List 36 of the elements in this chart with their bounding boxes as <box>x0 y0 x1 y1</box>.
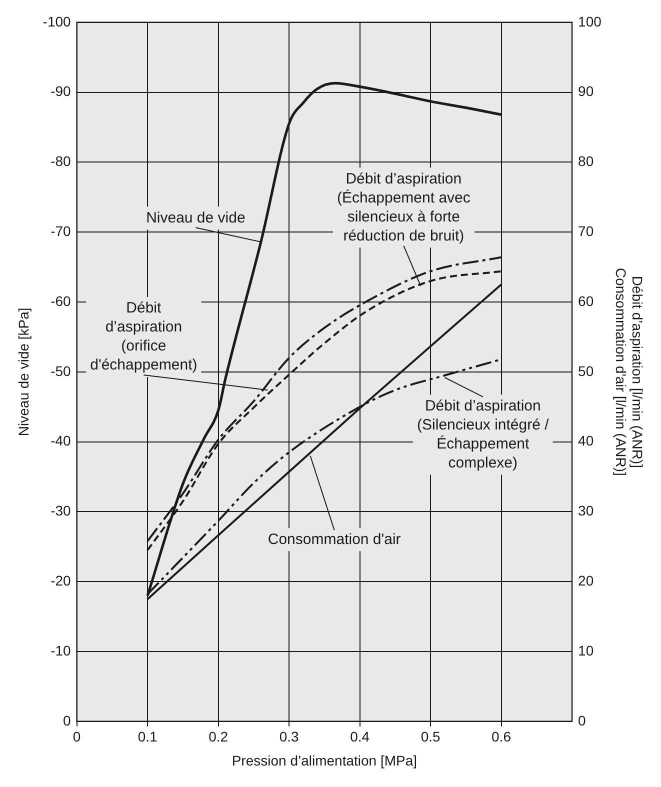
y-tick-label: -90 <box>50 83 72 100</box>
x-tick-label: 0.5 <box>420 728 440 745</box>
y2-tick-label: 100 <box>578 13 602 30</box>
y-tick-label: -100 <box>42 13 72 30</box>
y-tick-label: -80 <box>50 153 72 170</box>
y-tick-label: 0 <box>63 712 72 728</box>
y2-tick-label: 30 <box>578 502 594 519</box>
x-tick-label: 0.3 <box>279 728 299 745</box>
y2-tick-label: 80 <box>578 153 594 170</box>
annotation: Niveau de vide <box>146 209 246 226</box>
x-tick-label: 0.1 <box>138 728 158 745</box>
y-tick-label: -30 <box>50 502 72 519</box>
x-tick-label: 0.6 <box>492 728 512 745</box>
x-axis-title: Pression d’alimentation [MPa] <box>232 752 418 768</box>
annotation: Débit d’aspiration (Échappement avec silencieux à forte réduction de bruit) <box>336 170 471 244</box>
y2-tick-label: 20 <box>578 572 594 588</box>
y2-axis-title: Débit d’aspiration [l/min (ANR)] Consommation d'air [l/min (ANR)] <box>612 268 646 476</box>
annotation: Consommation d'air <box>268 530 401 548</box>
y2-tick-label: 0 <box>578 712 586 728</box>
y-tick-label: -70 <box>50 222 72 239</box>
x-tick-label: 0.4 <box>350 728 370 745</box>
y-tick-label: -20 <box>50 572 72 588</box>
y2-tick-label: 90 <box>578 83 594 100</box>
annotation: Débit d’aspiration (orifice d'échappement) <box>90 300 198 374</box>
y2-tick-label: 70 <box>578 222 594 239</box>
annotation: Débit d’aspiration (Silencieux intégré / Échappement complexe) <box>417 397 550 472</box>
y-tick-label: -50 <box>50 362 72 379</box>
y-tick-label: -60 <box>50 292 72 309</box>
y2-tick-label: 10 <box>578 642 594 658</box>
y2-tick-label: 60 <box>578 292 594 309</box>
x-tick-label: 0.2 <box>208 728 228 745</box>
y-tick-label: -10 <box>50 642 72 658</box>
y-axis-title: Niveau de vide [kPa] <box>15 308 32 436</box>
y2-tick-label: 40 <box>578 432 594 449</box>
y-tick-label: -40 <box>50 432 72 449</box>
y2-tick-label: 50 <box>578 362 594 379</box>
